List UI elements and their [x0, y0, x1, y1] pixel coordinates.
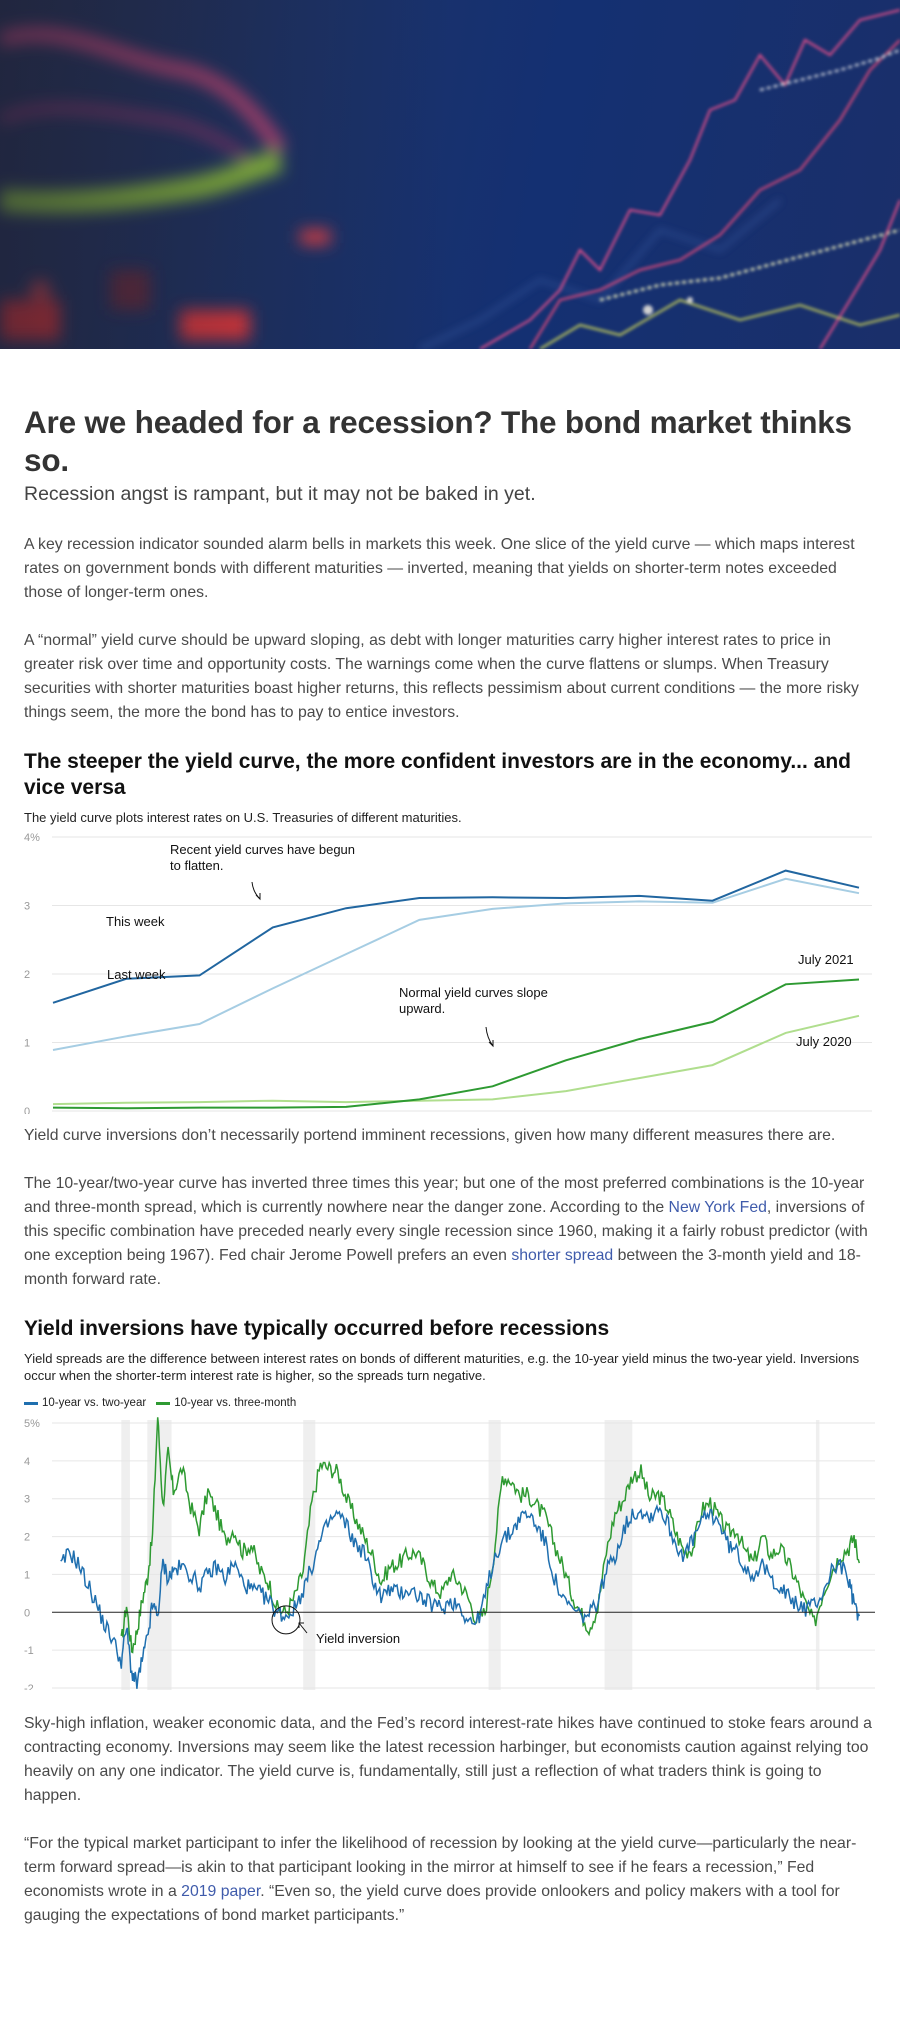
annotation-upward: Normal yield curves slope upward.: [399, 985, 548, 1016]
2019-paper-link[interactable]: 2019 paper: [181, 1883, 261, 1900]
paragraph-3: Yield curve inversions don’t necessarily…: [24, 1127, 836, 1144]
y-tick-label: 0: [24, 1607, 30, 1619]
legend-swatch-10y2y: [24, 1401, 38, 1405]
annotation-yield-inversion: Yield inversion: [316, 1631, 400, 1646]
shorter-spread-link[interactable]: shorter spread: [511, 1247, 614, 1264]
paragraph-4: The 10-year/two-year curve has inverted …: [24, 1172, 876, 1292]
recession-band: [604, 1420, 633, 1690]
paragraph-6-text-b: . “Even so, the yield curve does provide…: [24, 1883, 840, 1924]
yield-curve-chart-title: The steeper the yield curve, the more co…: [24, 750, 851, 799]
legend-label-10y2y: 10-year vs. two-year: [42, 1397, 147, 1409]
y-tick-label: 2: [24, 1532, 30, 1544]
paragraph-6-text-a: “For the typical market participant to i…: [24, 1835, 857, 1900]
paragraph-6: “For the typical market participant to i…: [24, 1832, 876, 1928]
y-tick-label: 0: [24, 1106, 30, 1114]
yield-curve-chart-section: The steeper the yield curve, the more co…: [24, 749, 876, 1114]
series-line-last-week: [52, 877, 860, 1051]
y-tick-label: 4%: [24, 832, 40, 844]
recession-band: [147, 1420, 172, 1690]
spread-chart: 5% 4 3 2 1 0 -1 -2 Yield inversion: [24, 1417, 875, 1690]
spread-chart-title: Yield inversions have typically occurred…: [24, 1317, 610, 1340]
annotation-flatten: Recent yield curves have begun to flatten…: [170, 842, 355, 873]
y-tick-label: 1: [24, 1569, 30, 1581]
annotation-arrow: [298, 1622, 308, 1634]
article-dek: Recession angst is rampant, but it may n…: [24, 483, 536, 505]
annotation-flatten-line: to flatten.: [170, 858, 223, 873]
stock-chart-illustration: [0, 0, 900, 349]
y-tick-label: 1: [24, 1038, 30, 1050]
legend-item-10y2y: 10-year vs. two-year: [24, 1397, 146, 1409]
series-label-july-2021: July 2021: [798, 952, 854, 967]
legend-item-10y3m: 10-year vs. three-month: [156, 1397, 296, 1409]
recession-band: [815, 1420, 820, 1690]
annotation-arrowhead: [255, 893, 261, 901]
annotation-arrowhead: [298, 1622, 304, 1628]
yield-curve-chart-subtitle: The yield curve plots interest rates on …: [24, 810, 462, 825]
series-label-july-2020: July 2020: [796, 1034, 852, 1049]
annotation-arrow: [251, 881, 261, 900]
y-tick-label: -2: [24, 1683, 34, 1690]
legend-label-10y3m: 10-year vs. three-month: [174, 1397, 297, 1409]
y-tick-label: 2: [24, 969, 30, 981]
annotation-upward-line: upward.: [399, 1001, 445, 1016]
y-tick-label: 3: [24, 1494, 30, 1506]
article-headline: Are we headed for a recession? The bond …: [24, 404, 852, 478]
spread-chart-legend: 10-year vs. two-year 10-year vs. three-m…: [24, 1393, 876, 1413]
series-label-this-week: This week: [106, 914, 165, 929]
paragraph-4-text-c: between the 3-month yield and 18-month f…: [24, 1247, 861, 1288]
series-label-last-week: Last week: [107, 967, 166, 982]
paragraph-4-text-b: , inversions of this specific combinatio…: [24, 1199, 868, 1264]
y-tick-label: 4: [24, 1456, 30, 1468]
paragraph-1: A key recession indicator sounded alarm …: [24, 536, 855, 601]
yield-curve-chart: 4% 3 2 1 0 This week Last week July 2021 July 20…: [24, 832, 872, 1114]
recession-band: [303, 1420, 316, 1690]
legend-swatch-10y3m: [156, 1401, 171, 1405]
spread-chart-subtitle: Yield spreads are the difference between…: [24, 1351, 860, 1383]
spread-chart-section: Yield inversions have typically occurred…: [24, 1316, 876, 1690]
series-line-this-week: [52, 869, 860, 1004]
inversion-highlight-circle: [271, 1605, 301, 1635]
y-tick-label: -1: [24, 1645, 34, 1657]
series-line-july-2020: [52, 1014, 860, 1106]
series-line-10y-vs-two-year: [60, 1503, 861, 1689]
series-line-july-2021: [52, 978, 860, 1110]
annotation-flatten-line: Recent yield curves have begun: [170, 842, 355, 857]
recession-band: [121, 1420, 130, 1690]
annotation-upward-line: Normal yield curves slope: [399, 985, 548, 1000]
y-tick-label: 3: [24, 901, 30, 913]
hero-image: [0, 0, 900, 349]
paragraph-5: Sky-high inflation, weaker economic data…: [24, 1715, 872, 1804]
y-tick-label: 5%: [24, 1418, 40, 1430]
paragraph-4-text-a: The 10-year/two-year curve has inverted …: [24, 1175, 865, 1216]
article: Are we headed for a recession? The bond …: [0, 403, 900, 1928]
annotation-arrowhead: [488, 1040, 494, 1048]
new-york-fed-link[interactable]: New York Fed: [668, 1199, 767, 1216]
paragraph-2: A “normal” yield curve should be upward …: [24, 632, 859, 721]
